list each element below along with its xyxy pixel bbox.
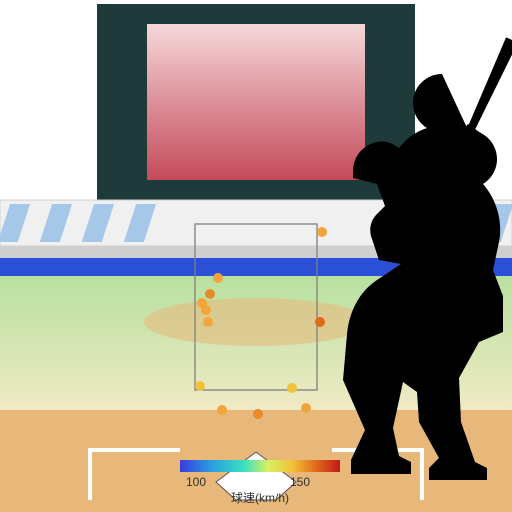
- pitch-marker: [217, 405, 227, 415]
- pitch-location-chart: 100 150球速(km/h): [0, 0, 512, 512]
- pitch-marker: [301, 403, 311, 413]
- pitch-marker: [317, 227, 327, 237]
- pitch-marker: [203, 317, 213, 327]
- pitch-marker: [195, 381, 205, 391]
- pitch-marker: [201, 305, 211, 315]
- pitchers-mound: [144, 298, 368, 346]
- pitch-marker: [205, 289, 215, 299]
- colorbar-tick: 100: [186, 475, 206, 489]
- pitch-marker: [213, 273, 223, 283]
- colorbar-label: 球速(km/h): [231, 491, 289, 505]
- colorbar-tick: 150: [290, 475, 310, 489]
- pitch-marker: [287, 383, 297, 393]
- pitch-marker: [315, 317, 325, 327]
- pitch-marker: [253, 409, 263, 419]
- scoreboard-screen: [147, 24, 365, 180]
- colorbar: [180, 460, 340, 472]
